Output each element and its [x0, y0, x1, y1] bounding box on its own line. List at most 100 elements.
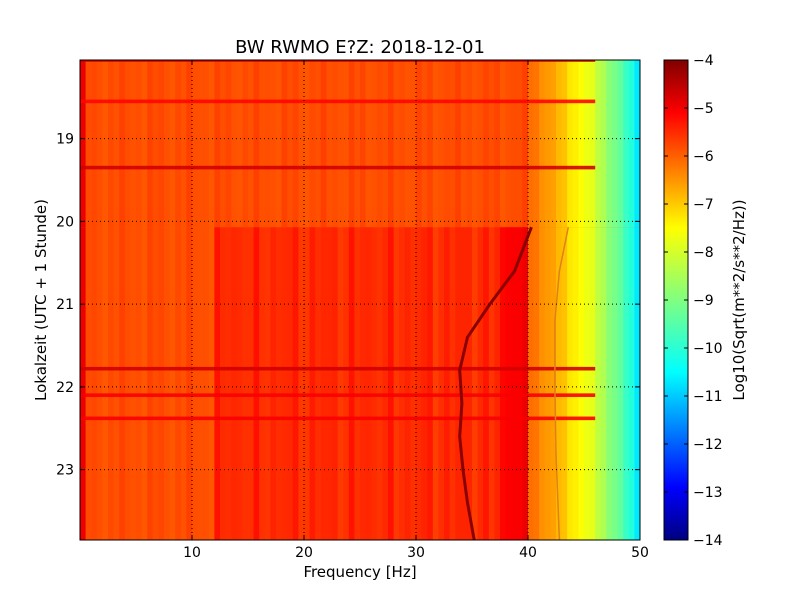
heat-column-upper — [544, 60, 551, 228]
heat-column-upper — [438, 60, 445, 228]
plot-frame — [79, 59, 641, 541]
heat-column-upper — [567, 60, 574, 228]
heat-column-lower — [113, 227, 120, 540]
heat-column-lower — [578, 227, 585, 540]
heat-column-lower — [600, 227, 607, 540]
heat-column-lower — [124, 227, 131, 540]
heat-column-lower — [595, 227, 602, 540]
heat-column-upper — [572, 60, 579, 228]
heat-column-upper — [500, 60, 507, 228]
heat-column-lower — [315, 227, 322, 540]
heat-column-upper — [147, 60, 154, 228]
heat-column-lower — [477, 227, 484, 540]
heat-column-lower — [136, 227, 143, 540]
heat-column-lower — [108, 227, 115, 540]
heat-column-lower — [466, 227, 473, 540]
heat-column-upper — [589, 60, 596, 228]
heat-column-upper — [276, 60, 283, 228]
heat-column-lower — [589, 227, 596, 540]
y-tick-label: 22 — [56, 380, 74, 396]
heat-column-upper — [399, 60, 406, 228]
event-line-2 — [80, 165, 596, 170]
heat-column-lower — [242, 227, 249, 540]
heat-column-upper — [348, 60, 355, 228]
heat-column-upper — [80, 60, 87, 228]
heat-column-lower — [360, 227, 367, 540]
event-line-4 — [80, 393, 596, 397]
heat-column-upper — [315, 60, 322, 228]
heat-column-upper — [354, 60, 361, 228]
heat-column-lower — [533, 227, 540, 540]
heat-column-upper — [455, 60, 462, 228]
x-tick-label: 10 — [183, 545, 201, 561]
colorbar: −4 −5 −6 −7 −8 −9 −10 −11 −12 −13 −14 Log10(Sqrt(m… — [663, 53, 748, 549]
heat-column-lower — [404, 227, 411, 540]
heat-column-upper — [136, 60, 143, 228]
heat-column-lower — [337, 227, 344, 540]
heat-column-upper — [119, 60, 126, 228]
heat-column-lower — [80, 227, 87, 540]
heat-column-lower — [438, 227, 445, 540]
heat-column-upper — [152, 60, 159, 228]
heat-column-lower — [208, 227, 215, 540]
heat-column-lower — [606, 227, 613, 540]
heat-column-lower — [505, 227, 512, 540]
heat-column-lower — [561, 227, 568, 540]
heat-column-lower — [259, 227, 266, 540]
heat-column-lower — [427, 227, 434, 540]
heat-column-lower — [175, 227, 182, 540]
heat-column-upper — [404, 60, 411, 228]
heat-column-upper — [477, 60, 484, 228]
heat-column-upper — [365, 60, 372, 228]
heat-column-upper — [561, 60, 568, 228]
heat-column-upper — [460, 60, 467, 228]
heat-column-lower — [169, 227, 176, 540]
heat-column-lower — [376, 227, 383, 540]
heat-column-lower — [147, 227, 154, 540]
heat-column-lower — [432, 227, 439, 540]
heat-column-lower — [264, 227, 271, 540]
x-tick-label: 20 — [295, 545, 313, 561]
heat-column-upper — [270, 60, 277, 228]
heat-column-upper — [248, 60, 255, 228]
colorbar-label: Log10(Sqrt(m**2/s**2/Hz)) — [730, 199, 748, 400]
heat-column-upper — [444, 60, 451, 228]
heat-column-lower — [192, 227, 199, 540]
heat-column-lower — [332, 227, 339, 540]
heat-column-lower — [382, 227, 389, 540]
heat-column-lower — [236, 227, 243, 540]
heat-column-lower — [556, 227, 563, 540]
heat-column-upper — [432, 60, 439, 228]
tonal-line-right — [554, 227, 570, 540]
heat-column-lower — [399, 227, 406, 540]
heat-column-lower — [320, 227, 327, 540]
heat-column-upper — [595, 60, 602, 228]
heat-column-lower — [354, 227, 361, 540]
y-tick-label: 21 — [56, 297, 74, 313]
heat-column-lower — [141, 227, 148, 540]
heat-column-upper — [556, 60, 563, 228]
colorbar-tick-label: −13 — [693, 485, 723, 501]
colorbar-tick-label: −7 — [693, 197, 714, 213]
heat-column-upper — [522, 60, 529, 228]
heat-column-lower — [91, 227, 98, 540]
heat-column-lower — [572, 227, 579, 540]
heat-column-lower — [528, 227, 535, 540]
heat-column-upper — [124, 60, 131, 228]
heat-column-lower — [276, 227, 283, 540]
heat-column-upper — [466, 60, 473, 228]
heat-column-upper — [214, 60, 221, 228]
heat-column-lower — [298, 227, 305, 540]
heat-column-upper — [472, 60, 479, 228]
heat-column-upper — [376, 60, 383, 228]
heat-column-lower — [455, 227, 462, 540]
heat-column-upper — [309, 60, 316, 228]
heat-column-upper — [617, 60, 624, 228]
heat-column-upper — [108, 60, 115, 228]
heat-column-lower — [617, 227, 624, 540]
heat-column-lower — [544, 227, 551, 540]
heat-column-lower — [365, 227, 372, 540]
heat-column-upper — [634, 60, 640, 228]
heat-column-upper — [606, 60, 613, 228]
heat-column-upper — [259, 60, 266, 228]
